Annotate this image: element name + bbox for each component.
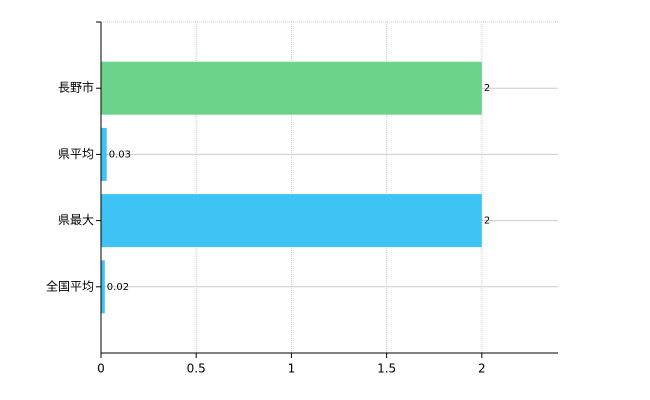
bar [101,127,107,181]
y-tick-label: 県平均 [58,147,94,161]
bar [101,61,482,115]
x-tick-label: 2 [478,362,486,376]
x-tick-label: 1 [288,362,296,376]
x-tick-label: 0.5 [187,362,206,376]
value-label: 2 [484,216,490,227]
x-tick-label: 0 [97,362,105,376]
x-tick-label: 1.5 [377,362,396,376]
value-label: 0.02 [107,282,129,293]
y-tick-label: 県最大 [58,213,94,227]
bar [101,260,105,314]
bar [101,194,482,248]
y-tick-label: 全国平均 [46,278,94,293]
y-tick-label: 長野市 [58,80,94,95]
value-label: 0.03 [109,149,131,160]
value-label: 2 [484,83,490,94]
